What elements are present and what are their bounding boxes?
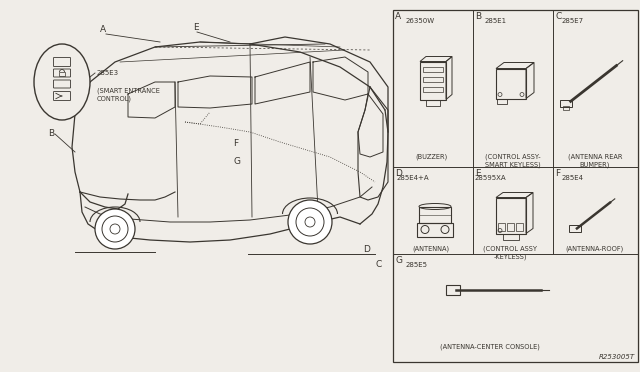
Bar [496,68,526,99]
Circle shape [95,209,135,249]
Text: D: D [395,169,402,178]
Bar [516,222,523,231]
Text: 28595XA: 28595XA [475,175,507,181]
Text: D: D [363,245,370,254]
Circle shape [305,217,315,227]
Text: E: E [475,169,481,178]
Bar [423,77,443,81]
Circle shape [296,208,324,236]
Bar [445,285,460,295]
Text: R253005T: R253005T [599,354,635,360]
Text: E: E [193,23,198,32]
Text: 285E4: 285E4 [562,175,584,181]
Text: 285E3: 285E3 [97,70,119,76]
Text: C: C [555,12,561,21]
Bar [563,106,569,110]
Bar [423,67,443,71]
Text: (CONTROL ASSY-
SMART KEYLESS): (CONTROL ASSY- SMART KEYLESS) [485,154,541,169]
Bar [417,222,453,237]
Ellipse shape [34,44,90,120]
Text: G: G [233,157,240,167]
Bar [559,100,572,108]
Bar [497,99,507,103]
Text: (BUZZER): (BUZZER) [415,154,447,160]
Text: (ANTENNA REAR
BUMPER): (ANTENNA REAR BUMPER) [568,154,622,169]
Text: 285E1: 285E1 [485,18,507,24]
Text: B: B [48,129,54,138]
Text: (ANTENNA): (ANTENNA) [412,246,449,253]
Circle shape [110,224,120,234]
Circle shape [102,216,128,242]
Text: 26350W: 26350W [406,18,435,24]
Bar [426,99,440,106]
Text: A: A [100,25,106,34]
Text: B: B [475,12,481,21]
Bar [569,225,581,232]
Text: 285E5: 285E5 [406,262,428,268]
Bar [507,222,514,231]
Text: C: C [375,260,381,269]
Text: (ANTENNA-CENTER CONSOLE): (ANTENNA-CENTER CONSOLE) [440,344,540,350]
Text: 285E7: 285E7 [562,18,584,24]
Bar [59,72,65,76]
Bar [498,222,505,231]
Text: A: A [395,12,401,21]
Text: F: F [233,140,238,148]
Bar [496,198,526,234]
Text: F: F [555,169,560,178]
Bar [423,87,443,92]
Bar [419,206,451,222]
Bar [393,10,638,362]
Text: 285E4+A: 285E4+A [397,175,429,181]
Bar [420,61,446,99]
Text: G: G [395,256,402,265]
Circle shape [288,200,332,244]
Bar [503,234,519,240]
Text: (ANTENNA-ROOF): (ANTENNA-ROOF) [566,246,624,253]
Text: (CONTROL ASSY
-KEYLESS): (CONTROL ASSY -KEYLESS) [483,246,537,260]
Text: (SMART ENTRANCE
CONTROL): (SMART ENTRANCE CONTROL) [97,87,160,102]
